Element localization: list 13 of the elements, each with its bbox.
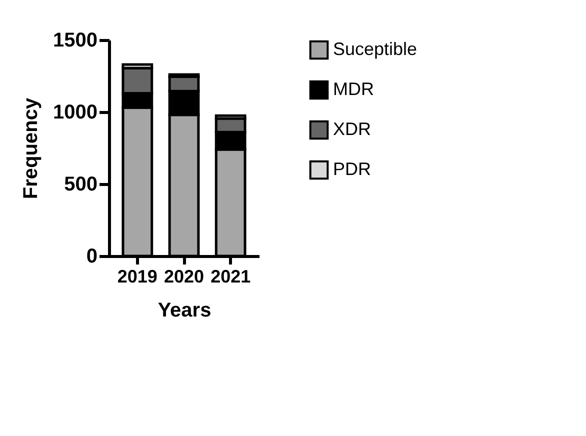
- y-tick-label: 1500: [53, 30, 98, 52]
- legend-label: PDR: [333, 159, 372, 179]
- x-tick-label: 2019: [117, 266, 158, 286]
- legend-label: XDR: [333, 119, 372, 139]
- x-axis-title: Years: [158, 300, 212, 322]
- x-tick-label: 2020: [164, 266, 204, 286]
- y-tick-label: 1000: [53, 102, 98, 124]
- legend-label: MDR: [333, 79, 374, 99]
- y-tick-label: 500: [64, 174, 98, 196]
- x-tick-label: 2021: [210, 266, 251, 286]
- y-axis-title: Frequency: [20, 97, 42, 200]
- legend-label: Suceptible: [333, 39, 418, 59]
- y-tick-label: 0: [86, 246, 98, 268]
